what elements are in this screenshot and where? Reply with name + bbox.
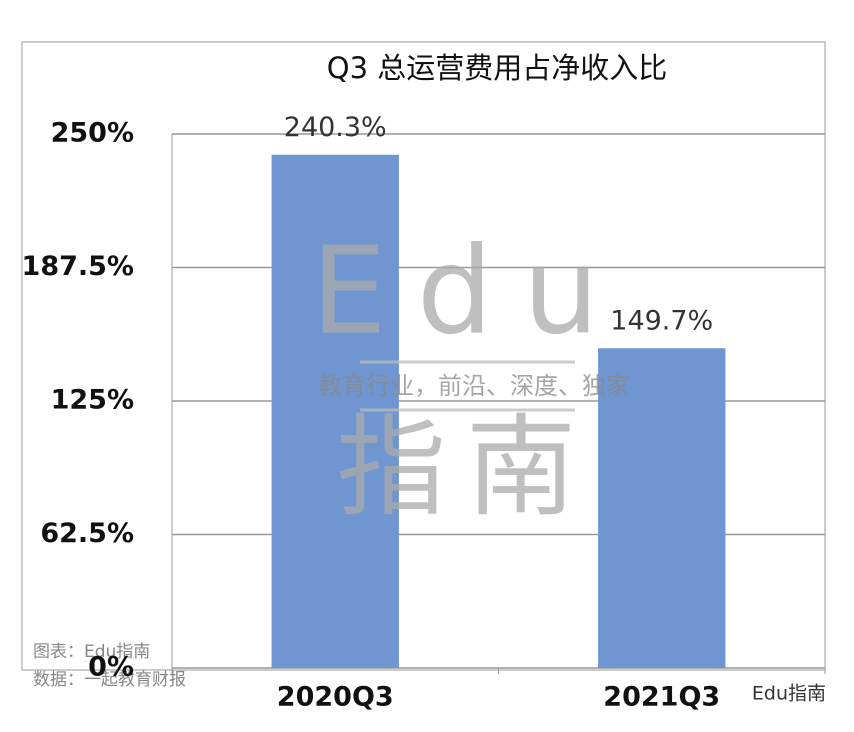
source-note: 图表：Edu指南	[33, 642, 150, 662]
x-tick-label: 2020Q3	[277, 682, 394, 713]
watermark-logo: Edu	[311, 223, 629, 362]
y-tick-label: 187.5%	[22, 251, 134, 282]
watermark-name: 指南	[336, 403, 596, 531]
source-note: 数据：一起教育财报	[33, 670, 186, 690]
y-tick-label: 125%	[51, 385, 134, 416]
y-tick-label: 62.5%	[40, 518, 134, 549]
chart-title: Q3 总运营费用占净收入比	[327, 51, 668, 85]
watermark-slogan: 教育行业，前沿、深度、独家	[318, 372, 630, 400]
watermark: Edu 教育行业，前沿、深度、独家 指南	[311, 223, 630, 532]
y-tick-label: 250%	[51, 118, 134, 149]
chart-frame	[21, 41, 826, 671]
account-name: Edu指南	[752, 683, 826, 705]
x-tick-label: 2021Q3	[603, 682, 720, 713]
y-tick-label: 0%	[88, 652, 134, 683]
bar	[598, 348, 726, 668]
value-label: 149.7%	[610, 306, 713, 337]
value-label: 240.3%	[284, 112, 387, 143]
